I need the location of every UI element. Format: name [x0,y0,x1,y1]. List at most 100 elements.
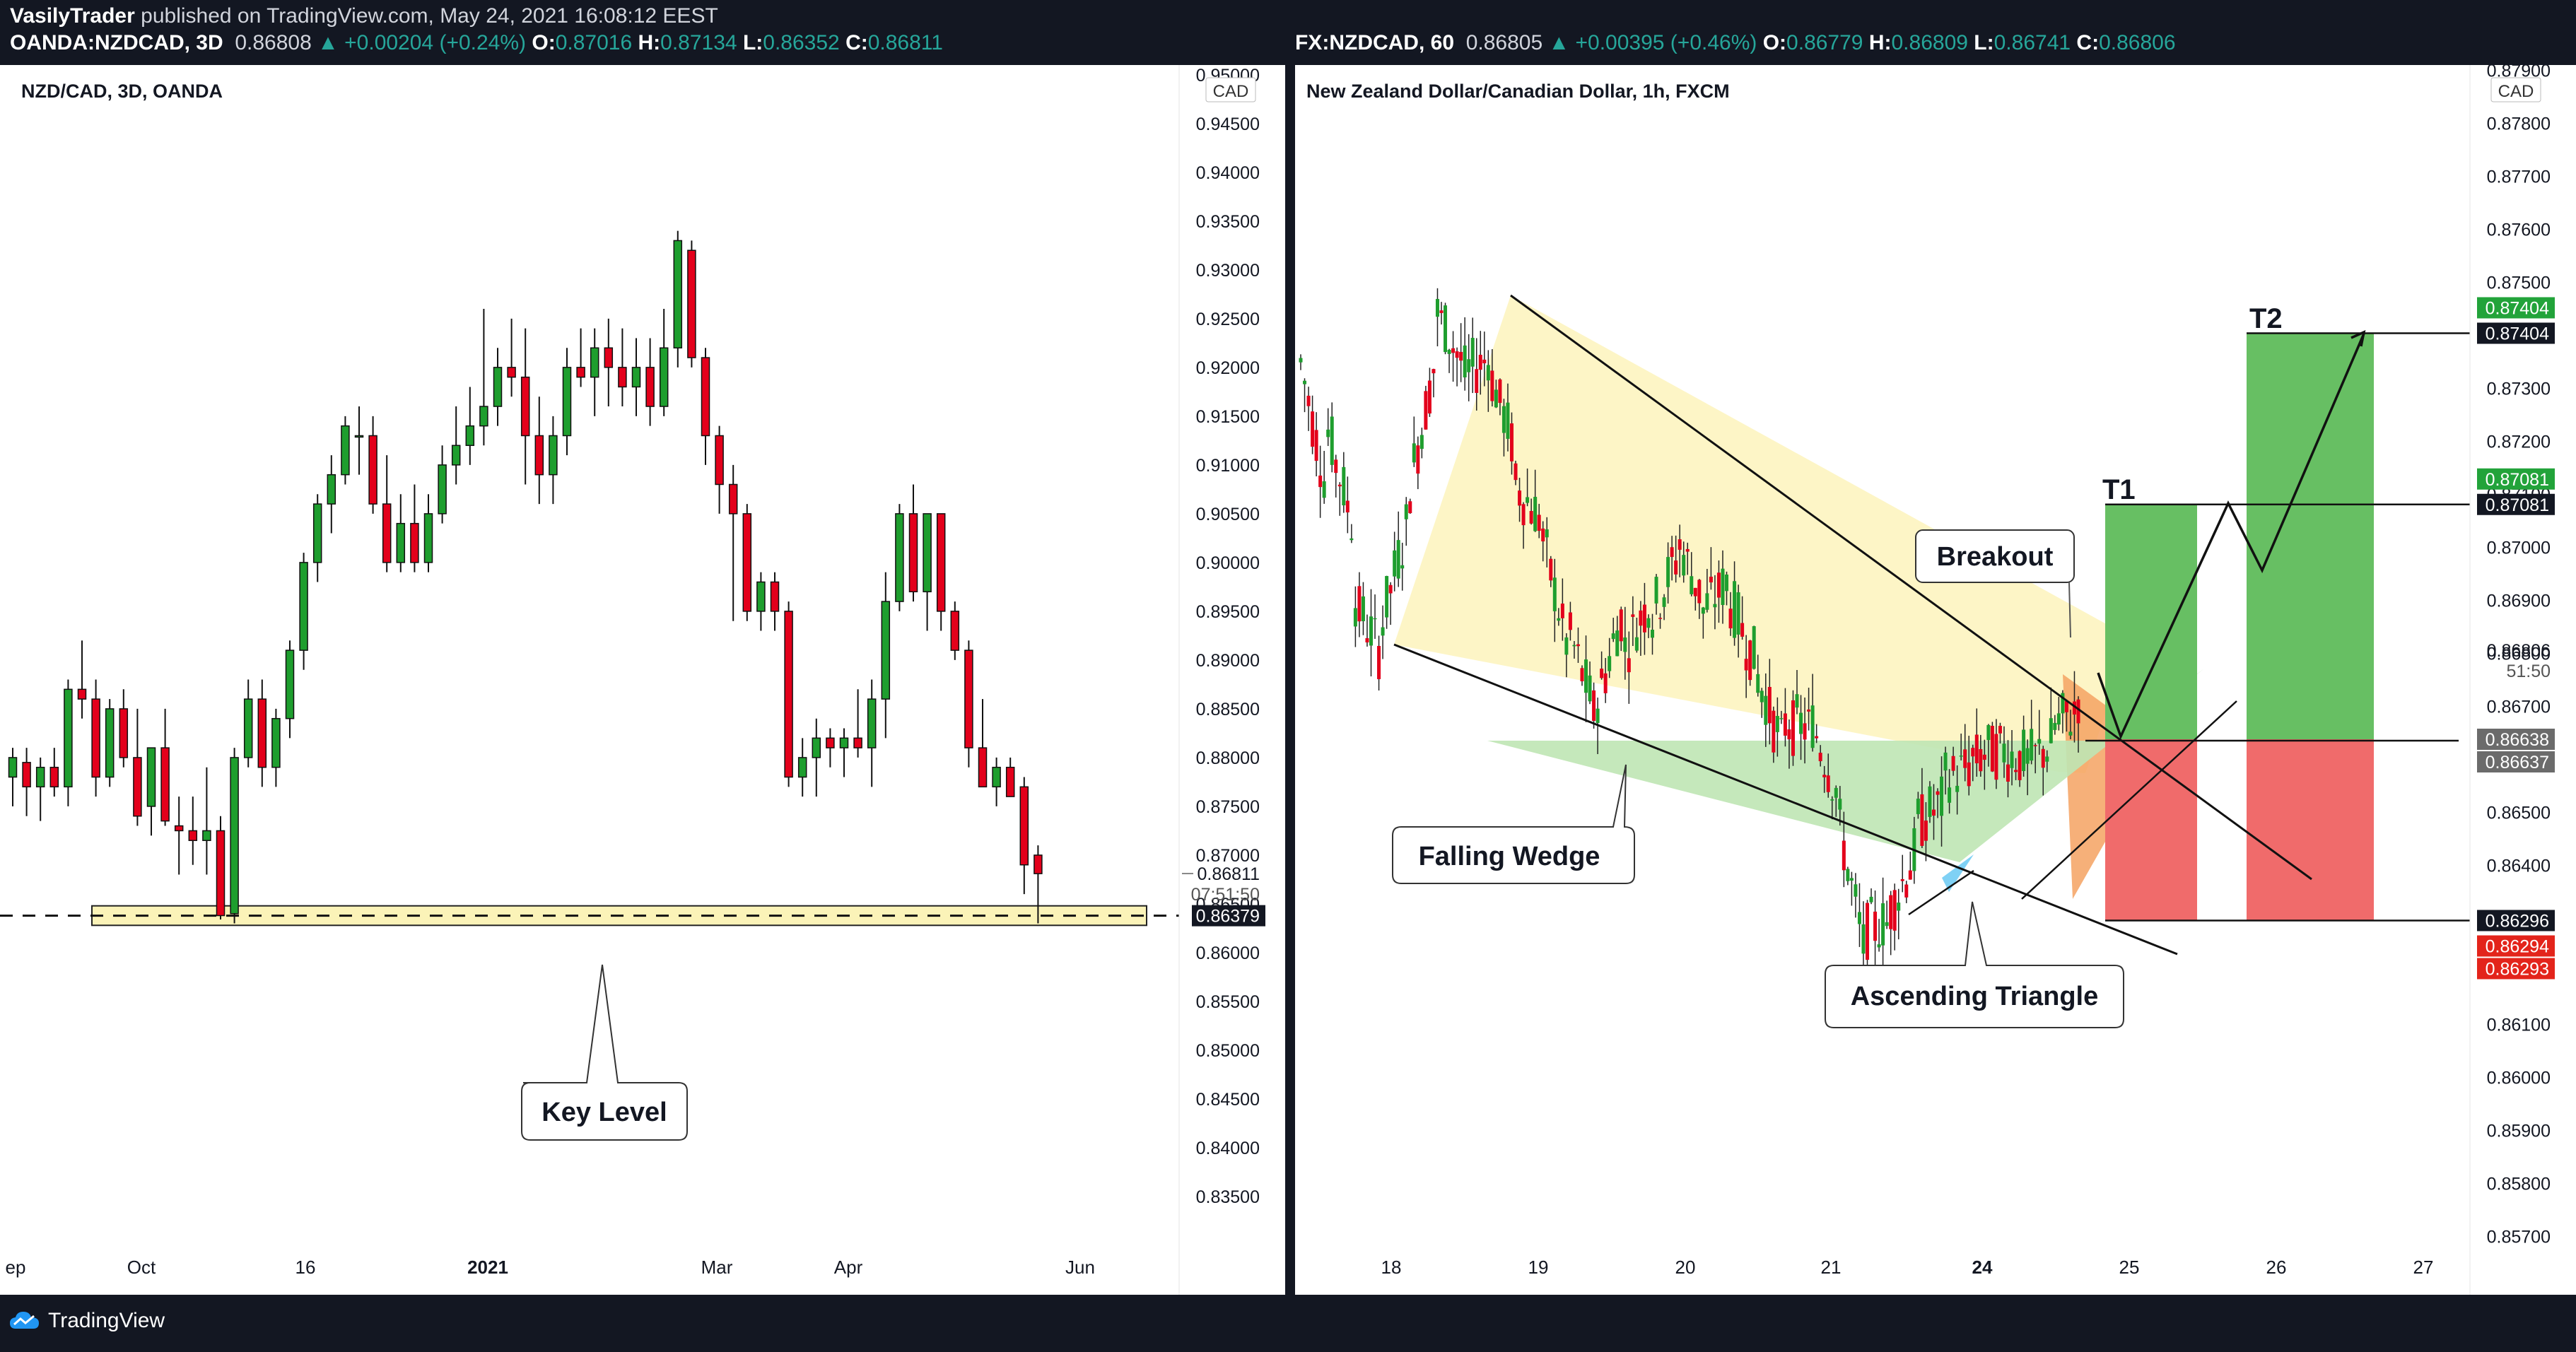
right-candle[interactable] [1435,299,1439,317]
left-candle[interactable] [1034,854,1043,874]
right-candle[interactable] [1990,725,1994,772]
right-candle[interactable] [1967,762,1971,787]
right-candle[interactable] [1810,705,1815,748]
left-candle[interactable] [923,513,932,593]
right-candle[interactable] [1549,558,1553,581]
right-candle[interactable] [1662,597,1666,607]
right-candle[interactable] [2010,751,2014,768]
right-candle[interactable] [1752,626,1756,669]
right-candle[interactable] [1342,466,1346,506]
left-candle[interactable] [91,698,100,778]
left-candle[interactable] [243,698,253,758]
right-candle[interactable] [2045,756,2049,762]
right-candle[interactable] [1631,614,1635,617]
right-candle[interactable] [1381,627,1385,636]
right-candle[interactable] [1337,484,1342,487]
right-candle[interactable] [1756,674,1760,693]
right-candle[interactable] [1646,618,1651,628]
wedge-upper-trendline[interactable] [1510,294,2312,881]
left-candle[interactable] [576,367,585,378]
right-candle[interactable] [1588,675,1592,702]
left-candle[interactable] [659,347,669,407]
right-candle[interactable] [1869,896,1873,903]
right-candle[interactable] [1408,501,1412,514]
left-candle[interactable] [188,830,198,841]
right-candle[interactable] [1897,903,1901,911]
left-candle[interactable] [271,717,281,768]
right-candle[interactable] [1478,354,1482,370]
triangle-base-line[interactable] [1908,869,1974,916]
right-candle[interactable] [1764,695,1768,725]
right-candle[interactable] [1740,623,1745,637]
right-candle[interactable] [1369,616,1373,646]
right-candle[interactable] [1760,690,1764,703]
right-candle[interactable] [1619,609,1623,642]
right-candle[interactable] [1690,576,1694,594]
right-candle[interactable] [1608,656,1612,671]
right-candle[interactable] [1592,690,1596,722]
right-candle[interactable] [1639,610,1643,626]
right-candle[interactable] [1451,348,1456,353]
left-candle[interactable] [701,357,710,437]
right-candle[interactable] [1514,463,1518,481]
left-candle[interactable] [715,435,724,486]
right-candle[interactable] [1866,903,1870,960]
t1-profit-zone[interactable] [2105,504,2197,739]
right-candle[interactable] [1936,791,1940,795]
right-candle[interactable] [1830,799,1834,801]
left-candle[interactable] [1019,786,1029,866]
left-candle[interactable] [590,347,599,378]
right-candle[interactable] [2033,745,2037,746]
right-candle[interactable] [1552,577,1557,611]
right-candle[interactable] [1416,445,1420,474]
right-candle[interactable] [1654,577,1658,604]
right-candle[interactable] [1842,840,1846,871]
right-candle[interactable] [1318,475,1323,488]
right-candle[interactable] [2072,701,2076,715]
left-candle[interactable] [299,562,308,651]
right-candle[interactable] [1568,612,1572,630]
right-candle[interactable] [1889,895,1893,929]
left-candle[interactable] [8,757,18,778]
right-candle[interactable] [1943,752,1948,771]
right-candle[interactable] [1881,903,1885,946]
left-candle[interactable] [797,757,807,778]
right-candle[interactable] [1541,528,1545,542]
right-candle[interactable] [1412,443,1416,463]
left-candle[interactable] [133,757,142,817]
left-candle[interactable] [22,762,31,788]
right-candle[interactable] [1326,429,1330,437]
right-candle[interactable] [1467,359,1471,372]
right-candle[interactable] [1834,787,1838,798]
right-candle[interactable] [1951,756,1955,771]
left-candle[interactable] [174,825,184,832]
triangle-support-line[interactable] [2021,700,2237,900]
right-candle[interactable] [1916,799,1920,814]
right-candle[interactable] [1345,500,1350,513]
left-candle[interactable] [257,698,267,768]
left-candle[interactable] [853,737,862,748]
left-candle[interactable] [604,347,614,368]
right-candle[interactable] [1822,775,1827,777]
right-candle[interactable] [1857,912,1861,924]
right-candle[interactable] [1716,572,1721,598]
right-chart[interactable]: New Zealand Dollar/Canadian Dollar, 1h, … [1295,61,2576,1295]
left-candle[interactable] [728,483,738,515]
right-candle[interactable] [1974,734,1979,764]
right-candle[interactable] [1580,668,1584,682]
left-candle[interactable] [520,376,530,437]
right-candle[interactable] [1419,435,1424,449]
right-candle[interactable] [1545,529,1549,538]
right-candle[interactable] [1557,618,1561,621]
right-candle[interactable] [1455,351,1459,358]
right-candle[interactable] [1361,596,1365,621]
left-candle[interactable] [354,435,364,438]
right-candle[interactable] [1908,870,1912,880]
right-candle[interactable] [1772,710,1776,753]
right-candle[interactable] [1623,637,1627,652]
right-candle[interactable] [1432,369,1436,374]
left-candle[interactable] [160,747,170,822]
left-candle[interactable] [368,435,377,505]
left-candle[interactable] [216,830,226,917]
falling-wedge-callout[interactable]: Falling Wedge [1392,764,1635,884]
